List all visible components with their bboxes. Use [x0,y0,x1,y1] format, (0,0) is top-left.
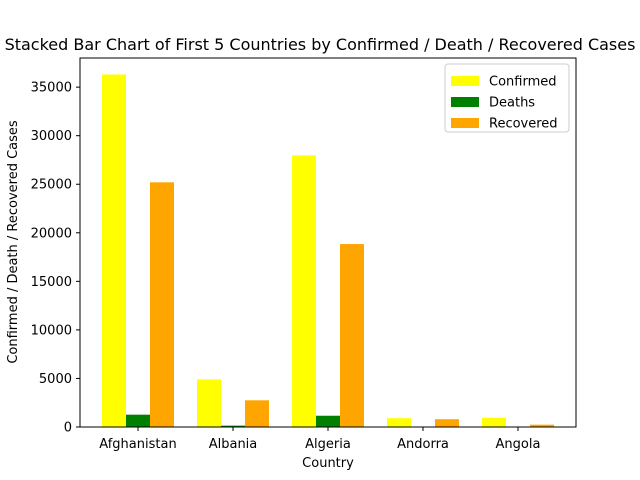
legend-swatch-deaths [451,97,479,107]
y-tick-label: 30000 [31,129,72,144]
legend-label-recovered: Recovered [489,117,558,132]
x-tick-label: Albania [209,437,258,452]
bar-deaths-algeria [316,415,340,427]
y-tick-label: 5000 [39,372,72,387]
bar-recovered-angola [530,424,554,427]
x-axis-label: Country [302,456,354,471]
bar-confirmed-afghanistan [102,74,126,427]
chart-title: Stacked Bar Chart of First 5 Countries b… [5,35,636,54]
bar-recovered-andorra [435,419,459,427]
y-tick-label: 15000 [31,275,72,290]
bar-deaths-afghanistan [126,414,150,427]
bar-confirmed-algeria [292,155,316,427]
plot-frame [79,57,577,428]
legend-swatch-confirmed [451,76,479,86]
bar-deaths-albania [221,425,245,427]
y-tick-label: 35000 [31,81,72,96]
bar-recovered-afghanistan [150,182,174,427]
y-axis-ticks: 0 5000 10000 15000 20000 25000 30000 35000 [31,81,80,436]
y-tick-label: 0 [64,421,72,436]
bars-group [102,74,554,427]
y-tick-label: 25000 [31,178,72,193]
bar-confirmed-angola [482,417,506,427]
y-tick-label: 10000 [31,323,72,338]
bar-confirmed-albania [197,379,221,427]
x-tick-label: Andorra [397,437,449,452]
y-axis-label: Confirmed / Death / Recovered Cases [6,120,21,364]
legend: Confirmed Deaths Recovered [444,63,570,133]
y-tick-label: 20000 [31,226,72,241]
legend-label-confirmed: Confirmed [489,75,557,90]
bar-recovered-albania [245,400,269,427]
x-tick-label: Algeria [305,437,351,452]
x-tick-label: Angola [496,437,541,452]
bar-recovered-algeria [340,244,364,427]
x-axis-ticks: Afghanistan Albania Algeria Andorra Angola [99,427,540,452]
x-tick-label: Afghanistan [99,437,176,452]
legend-swatch-recovered [451,118,479,128]
legend-label-deaths: Deaths [489,96,535,111]
bar-confirmed-andorra [387,418,411,427]
